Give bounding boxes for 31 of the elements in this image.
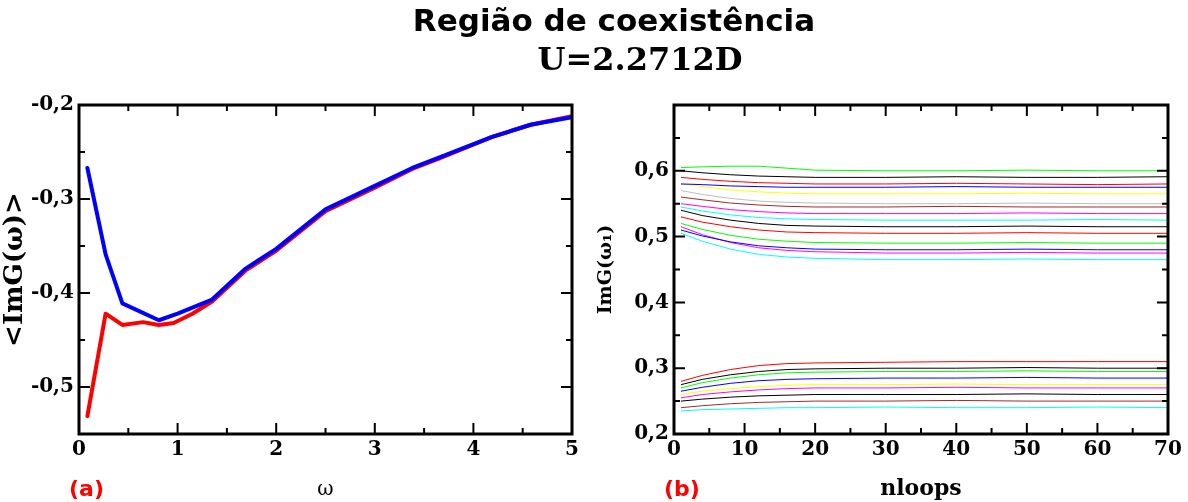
x-tick-label: 40 — [942, 436, 971, 461]
x-tick-label: 20 — [801, 436, 830, 461]
x-tick-label: 70 — [1154, 436, 1182, 461]
y-tick-label: -0,5 — [30, 373, 74, 398]
x-tick-label: 2 — [269, 436, 284, 461]
x-axis-title: nloops — [880, 473, 962, 500]
y-tick-label: 0,6 — [634, 157, 669, 181]
x-tick-label: 50 — [1012, 436, 1041, 461]
y-tick-label: 0,2 — [634, 420, 669, 445]
x-tick-label: 10 — [730, 436, 759, 461]
y-tick-label: -0,4 — [30, 279, 75, 304]
y-tick-label: 0,4 — [634, 288, 670, 313]
x-tick-label: 4 — [466, 436, 481, 461]
x-tick-label: 5 — [565, 436, 579, 461]
x-tick-label: 3 — [367, 436, 382, 461]
x-tick-label: 30 — [871, 436, 900, 461]
x-tick-label: 0 — [667, 436, 681, 461]
text: U=2.2712D — [536, 40, 744, 78]
y-axis-title: <ImG(ω)> — [0, 192, 29, 347]
y-tick-label: 0,3 — [634, 354, 669, 379]
x-tick-label: 1 — [170, 436, 185, 461]
text: (b) — [664, 476, 700, 501]
x-tick-label: 60 — [1083, 436, 1112, 461]
chart-title: Região de coexistência — [411, 2, 817, 38]
x-tick-label: 0 — [72, 436, 86, 461]
y-tick-label: 0,5 — [634, 222, 669, 247]
x-axis-title: ω — [317, 476, 334, 501]
y-tick-label: -0,3 — [30, 185, 74, 210]
y-tick-label: -0,2 — [30, 91, 74, 116]
text: (a) — [69, 476, 104, 501]
y-axis-title: ImG(ω₁) — [593, 224, 616, 315]
